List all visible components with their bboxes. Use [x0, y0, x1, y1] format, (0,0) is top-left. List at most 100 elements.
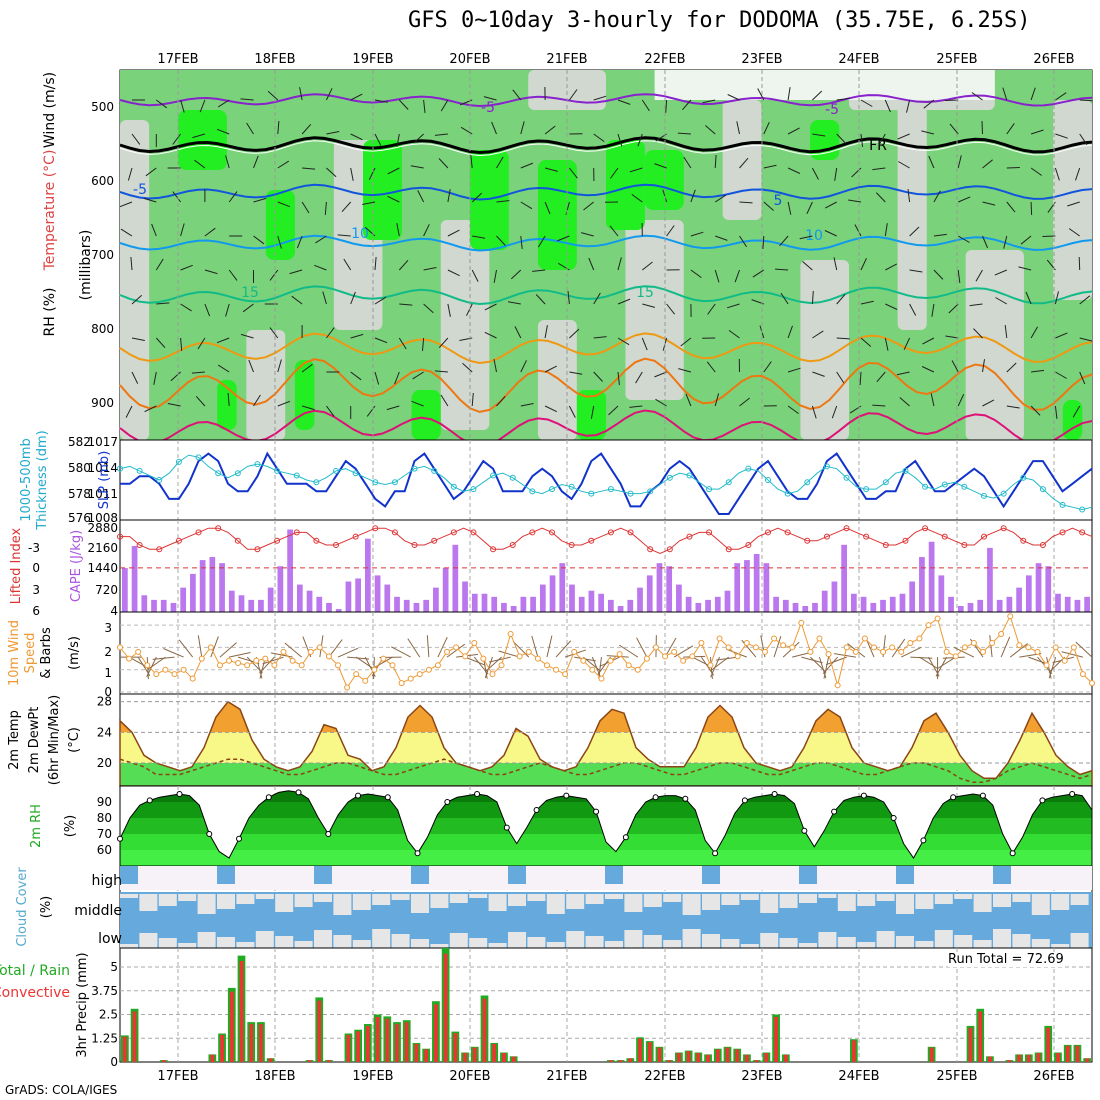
- wind-barb: [1079, 371, 1086, 385]
- wind-speed-point: [198, 655, 205, 662]
- rh-low-region: [800, 260, 849, 440]
- bottom-date-label: 18FEB: [254, 1069, 295, 1084]
- cloud-middle-block: [217, 894, 235, 909]
- cape-bar: [248, 599, 255, 612]
- cloud-low-block: [702, 934, 720, 948]
- wind-speed-point: [580, 657, 587, 664]
- wind-barb: [246, 122, 254, 135]
- wind-speed-point: [507, 631, 514, 638]
- wind-barb: [617, 298, 631, 305]
- wind-speed-point: [262, 655, 269, 662]
- cape-bar: [860, 596, 867, 612]
- wind-barb: [410, 165, 424, 169]
- wind-barb: [1079, 133, 1088, 146]
- wind-speed-point: [780, 642, 787, 649]
- lifted-point: [922, 525, 929, 532]
- precip-conv-bar: [1075, 1045, 1080, 1062]
- wind-speed-point: [289, 657, 296, 664]
- wind-speed-point: [943, 648, 950, 655]
- chart-title: GFS 0~10day 3-hourly for DODOMA (35.75E,…: [408, 8, 1031, 33]
- wind-barb: [685, 393, 692, 407]
- cloud-middle-block: [876, 894, 895, 901]
- wind-barb: [836, 293, 846, 305]
- wind-barb: [471, 192, 483, 203]
- cape-bar: [267, 587, 274, 612]
- lifted-point: [274, 537, 281, 544]
- lifted-point: [156, 546, 163, 553]
- precip-conv-bar: [307, 1060, 312, 1062]
- lifted-point: [568, 542, 575, 548]
- wind-barb: [583, 201, 595, 211]
- wind-barb: [617, 99, 631, 105]
- cape-bar: [724, 590, 731, 612]
- cape-bar: [209, 557, 216, 612]
- cloud-middle-block: [294, 894, 313, 907]
- cape-bar: [977, 599, 984, 612]
- rh-point: [593, 808, 600, 815]
- cloud-low-block: [391, 934, 410, 948]
- thickness-point: [902, 467, 909, 474]
- temp-tick: 24: [97, 725, 112, 739]
- cape-bar: [899, 593, 906, 612]
- precip-conv-bar: [424, 1049, 429, 1062]
- cloud-low-block: [488, 943, 507, 948]
- wind-barb: [337, 234, 351, 237]
- wind-barb: [715, 235, 728, 241]
- wind-speed-point: [207, 644, 214, 651]
- cloud-middle-block: [139, 894, 158, 911]
- cape-bar: [578, 596, 585, 612]
- wind-barb: [240, 98, 254, 101]
- wind-barb: [343, 258, 352, 271]
- lifted-line: [120, 527, 1093, 554]
- cloud-middle-block: [314, 894, 332, 902]
- cloud-high-block: [411, 866, 429, 884]
- thickness-tick: 578: [68, 487, 91, 501]
- cape-bar: [919, 557, 925, 612]
- lifted-point: [391, 529, 398, 536]
- wind-barb: [666, 303, 675, 315]
- wind-barb: [787, 127, 800, 135]
- wind-barb: [930, 393, 935, 407]
- contour-30: [119, 409, 1093, 447]
- wind-barb: [277, 359, 282, 373]
- wind-barb: [834, 167, 838, 181]
- wind-barb: [368, 167, 376, 180]
- panel-axis-label: Wind (m/s): [42, 72, 58, 148]
- lifted-point: [195, 529, 202, 536]
- rh-point: [295, 789, 302, 796]
- wind-barb: [1031, 369, 1045, 373]
- panel-axis-label: 10m Wind: [7, 620, 22, 686]
- precip-tick: 2.5: [99, 1008, 118, 1022]
- wind-barb: [192, 133, 206, 139]
- rh-high-region: [537, 160, 577, 270]
- thickness-point: [863, 486, 870, 493]
- wind-barb: [617, 257, 622, 271]
- wind-barb: [779, 235, 789, 247]
- thickness-point: [549, 486, 555, 493]
- wind-barb: [447, 229, 460, 237]
- wind-speed-point: [807, 648, 814, 655]
- precip-conv-bar: [123, 1036, 127, 1062]
- rh-high-region: [576, 390, 606, 440]
- wind-barb: [736, 121, 740, 135]
- wind-barb: [836, 337, 850, 340]
- wind-barb: [705, 125, 716, 135]
- precip-conv-bar: [249, 1024, 254, 1062]
- cloud-low-block: [876, 931, 895, 948]
- wind-barb: [948, 303, 959, 314]
- thickness-point: [627, 490, 634, 497]
- wind-speed-point: [117, 644, 123, 651]
- surface-wind-barb: [498, 650, 520, 658]
- wind-barb: [151, 223, 157, 237]
- precip-conv-bar: [647, 1042, 652, 1062]
- surface-wind-barb: [355, 656, 375, 670]
- wind-speed-point: [444, 648, 451, 655]
- cape-bar: [442, 567, 449, 612]
- thickness-point: [431, 467, 438, 474]
- wind-barb: [957, 393, 965, 407]
- cloud-high-block: [702, 866, 720, 884]
- surface-wind-barb: [1000, 636, 1011, 658]
- wind-speed-point: [280, 648, 287, 655]
- wind-barb: [277, 235, 282, 249]
- wind-barb: [472, 235, 486, 239]
